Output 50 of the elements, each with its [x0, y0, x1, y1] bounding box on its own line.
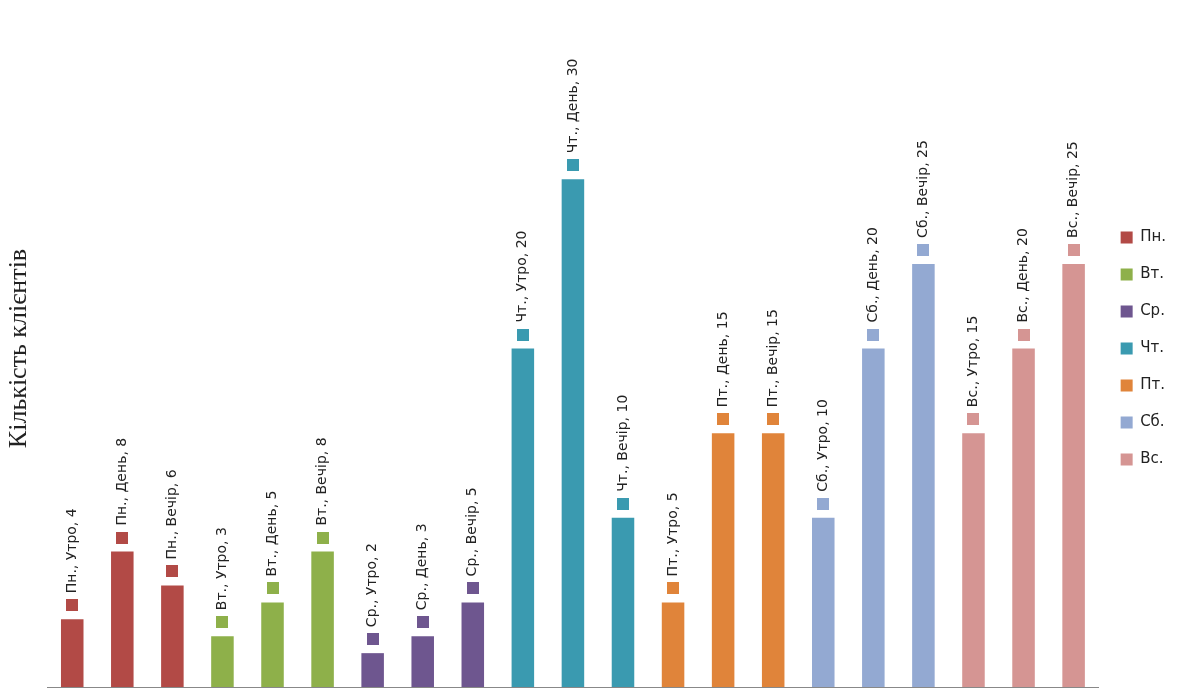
data-label: Сб., Вечір, 25 [914, 140, 931, 238]
bar [111, 551, 134, 687]
bar [862, 348, 885, 687]
bar [711, 433, 735, 687]
bar [912, 263, 935, 687]
bar [1062, 263, 1085, 687]
data-label: Вс., День, 20 [1014, 228, 1031, 323]
bar [361, 653, 384, 687]
legend-label: Пн. [1140, 227, 1166, 246]
data-label: Вт., Утро, 3 [213, 527, 230, 611]
legend-label: Вс. [1140, 449, 1164, 468]
bar [161, 585, 184, 687]
bar [661, 602, 685, 687]
bar [461, 602, 485, 687]
bar [962, 433, 985, 687]
data-label: Ср., Утро, 2 [363, 543, 380, 628]
data-label: Чт., Вечір, 10 [613, 394, 630, 492]
data-label: Чт., Утро, 20 [513, 230, 530, 323]
bar [511, 348, 535, 687]
data-label: Вс., Вечір, 25 [1064, 141, 1081, 238]
legend-label: Сб. [1140, 412, 1165, 431]
legend-label: Ср. [1140, 301, 1165, 320]
data-label: Ср., День, 3 [413, 523, 430, 611]
data-label: Пн., Утро, 4 [62, 508, 79, 594]
data-label: Чт., День, 30 [563, 58, 580, 154]
bar [1012, 348, 1035, 687]
y-axis-title: Кількість клієнтів [3, 248, 33, 449]
data-label: Пт., Утро, 5 [663, 492, 680, 577]
data-label: Вт., Вечір, 8 [313, 437, 330, 526]
bar [561, 179, 585, 687]
data-label: Ср., Вечір, 5 [463, 487, 480, 577]
data-label: Пт., Вечір, 15 [763, 309, 780, 408]
legend-label: Чт. [1140, 338, 1164, 357]
bar [761, 433, 785, 687]
data-label: Пт., День, 15 [713, 311, 730, 408]
bar [411, 636, 434, 687]
bar [60, 619, 84, 687]
data-label: Сб., Утро, 10 [813, 399, 830, 492]
legend-label: Пт. [1140, 375, 1165, 394]
legend-label: Вт. [1140, 264, 1164, 283]
data-label: Вс., Утро, 15 [964, 315, 981, 408]
data-label: Вт., День, 5 [263, 490, 280, 577]
bar [311, 551, 334, 687]
bar [211, 636, 234, 687]
bar [261, 602, 284, 687]
data-label: Пн., Вечір, 6 [163, 469, 180, 560]
data-label: Сб., День, 20 [863, 227, 880, 323]
bar [611, 517, 635, 687]
bar [812, 517, 835, 687]
data-label: Пн., День, 8 [112, 437, 129, 526]
